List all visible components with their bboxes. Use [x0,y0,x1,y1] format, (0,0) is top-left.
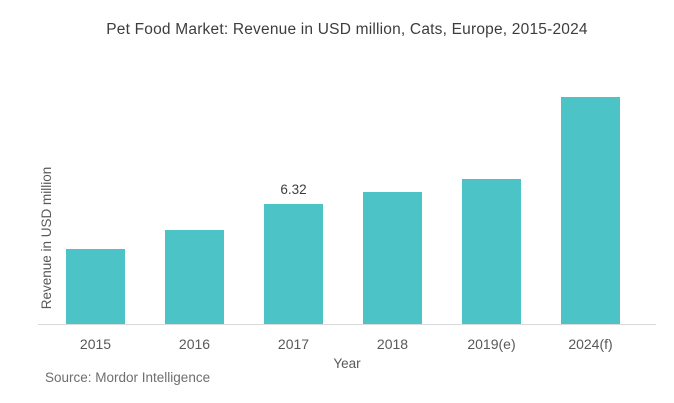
bar-2018 [363,192,422,324]
bar-2019(e) [462,179,521,324]
chart-title: Pet Food Market: Revenue in USD million,… [106,21,588,38]
bar-2015 [66,249,125,324]
data-label-2017: 6.32 [280,182,307,197]
bar-2024(f) [561,97,620,324]
x-tick-2017: 2017 [277,336,310,352]
x-tick-2019(e): 2019(e) [467,336,516,352]
x-tick-2015: 2015 [79,336,112,352]
bar-2017 [264,204,323,324]
x-axis-label: Year [333,356,361,371]
x-tick-2016: 2016 [178,336,211,352]
source-attribution: Source: Mordor Intelligence [45,370,211,385]
plot-area: 2015 2016 6.32 2017 2018 2019(e) 2024(f) [38,60,656,352]
x-tick-2024(f): 2024(f) [568,336,613,352]
x-tick-2018: 2018 [376,336,409,352]
bar-2016 [165,230,224,324]
